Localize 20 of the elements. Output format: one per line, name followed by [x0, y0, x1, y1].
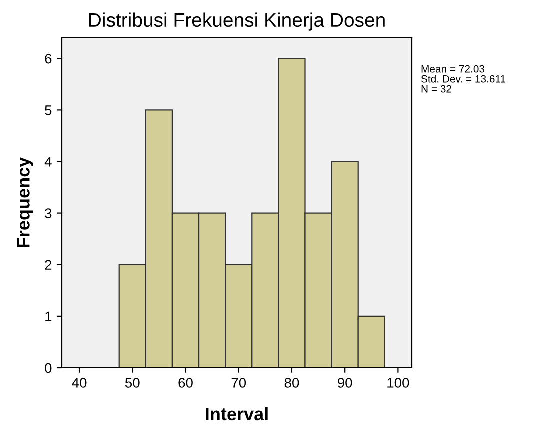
y-tick-label: 2 [45, 260, 52, 270]
x-tick-label: 50 [125, 378, 140, 388]
text: Std. Dev. = 13.611 [421, 75, 506, 83]
y-tick-label: 6 [45, 54, 52, 64]
y-tick-label: 3 [45, 208, 52, 218]
y-tick-label: 5 [45, 106, 52, 116]
y-axis-title: Frequency [17, 157, 34, 248]
x-tick-label: 60 [178, 378, 193, 388]
x-axis-title: Interval [206, 407, 268, 421]
text: N = 32 [422, 85, 452, 93]
text: Mean = 72.03 [422, 65, 485, 73]
x-tick-label: 80 [284, 378, 300, 388]
x-tick-label: 90 [338, 378, 352, 388]
x-tick-label: 70 [232, 378, 246, 388]
chart-title: Distribusi Frekuensi Kinerja Dosen [89, 12, 385, 31]
y-tick-label: 0 [45, 363, 52, 374]
x-tick-label: 100 [388, 378, 410, 388]
y-tick-label: 1 [46, 312, 52, 322]
x-tick-label: 40 [72, 378, 87, 388]
y-tick-label: 4 [44, 157, 52, 167]
